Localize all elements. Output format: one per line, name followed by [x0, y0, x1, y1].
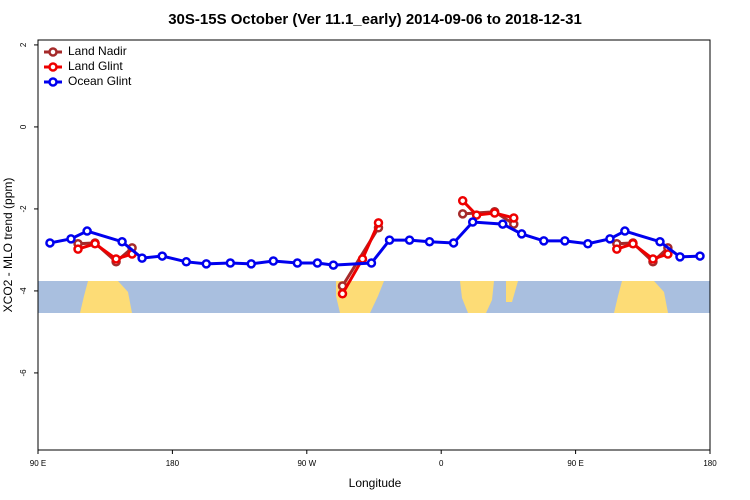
- series-line: [77, 199, 669, 295]
- point: [157, 251, 167, 261]
- point: [539, 236, 549, 246]
- point: [312, 258, 323, 268]
- point: [471, 210, 482, 220]
- point: [655, 236, 665, 247]
- y-tick-label: -6: [19, 369, 28, 377]
- point: [337, 289, 348, 299]
- y-axis-label: XCO2 - MLO trend (ppm): [1, 178, 15, 313]
- x-tick-label: 0: [439, 459, 444, 468]
- point: [357, 254, 368, 264]
- point: [516, 229, 527, 239]
- x-tick-label: 180: [166, 459, 180, 468]
- y-tick-label: 0: [19, 124, 28, 129]
- point: [509, 213, 519, 223]
- point: [90, 239, 100, 249]
- y-tick-label: -2: [19, 205, 28, 213]
- legend-marker: [48, 62, 58, 72]
- point: [181, 257, 192, 267]
- legend-label: Land Glint: [68, 59, 123, 73]
- legend-marker: [48, 77, 58, 87]
- point: [82, 226, 92, 236]
- point: [328, 260, 339, 270]
- point: [628, 239, 638, 249]
- legend-marker: [48, 47, 58, 57]
- point: [489, 208, 500, 218]
- point: [497, 219, 508, 229]
- point: [457, 195, 468, 206]
- chart-title: 30S-15S October (Ver 11.1_early) 2014-09…: [168, 11, 582, 28]
- point: [605, 234, 615, 244]
- point: [560, 236, 570, 246]
- x-tick-label: 180: [703, 459, 717, 468]
- x-tick-label: 90 E: [30, 459, 46, 468]
- point: [612, 244, 622, 254]
- point: [404, 235, 415, 245]
- point: [373, 218, 384, 228]
- plot-frame: [37, 39, 711, 451]
- series-line: [77, 210, 669, 287]
- y-tick-label: 2: [19, 42, 28, 47]
- point: [117, 236, 127, 247]
- point: [73, 244, 83, 254]
- point: [292, 258, 303, 268]
- point: [45, 238, 55, 248]
- point: [225, 258, 236, 268]
- point: [695, 251, 705, 261]
- point: [663, 249, 673, 259]
- x-tick-label: 90 E: [567, 459, 583, 468]
- point: [583, 239, 593, 249]
- point: [246, 259, 256, 269]
- x-tick-label: 90 W: [297, 459, 316, 468]
- legend-label: Ocean Glint: [68, 74, 132, 88]
- point: [268, 256, 279, 266]
- x-axis-label: Longitude: [349, 476, 402, 490]
- point: [66, 234, 76, 244]
- point: [201, 259, 212, 269]
- point: [137, 253, 147, 263]
- legend-label: Land Nadir: [68, 44, 127, 58]
- point: [675, 252, 685, 262]
- point: [448, 238, 459, 248]
- point: [111, 254, 121, 264]
- y-tick-label: -4: [19, 287, 28, 295]
- point: [424, 236, 435, 247]
- point: [457, 209, 468, 219]
- point: [384, 235, 395, 245]
- point: [648, 254, 658, 264]
- point: [467, 217, 478, 227]
- map-strip: [38, 281, 710, 313]
- point: [620, 226, 630, 236]
- point: [366, 258, 377, 268]
